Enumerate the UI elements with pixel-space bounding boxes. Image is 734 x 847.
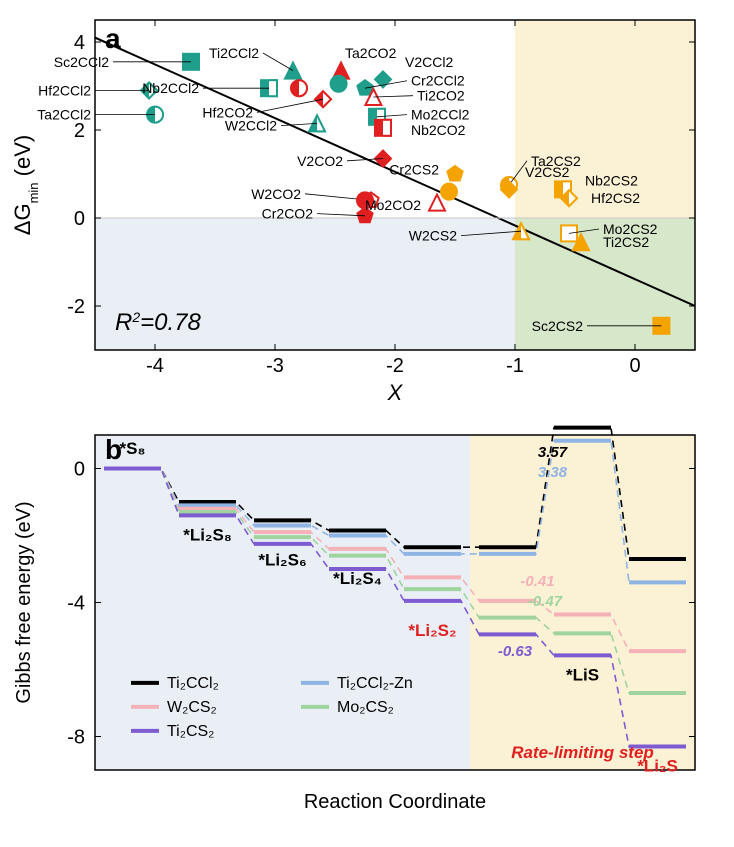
xtick: -1 [506, 355, 524, 377]
xtick: -2 [386, 355, 404, 377]
point-label: Cr2CCl2 [411, 73, 465, 89]
species-label: *S₈ [120, 439, 146, 458]
xtick: -4 [146, 355, 164, 377]
point-label: W2CCl2 [225, 118, 277, 134]
ytick: 0 [74, 208, 85, 230]
panel-b-ylabel: Gibbs free energy (eV) [13, 501, 35, 703]
panel-b-xlabel: Reaction Coordinate [304, 791, 486, 813]
point-label: Sc2CCl2 [54, 54, 109, 70]
point-label: V2CO2 [297, 153, 343, 169]
delta-annotation: 3.57 [538, 444, 568, 461]
xtick: 0 [629, 355, 640, 377]
point-label: Nb2CS2 [585, 173, 638, 189]
panel-a-letter: a [105, 23, 121, 54]
species-label: *LiS [566, 665, 599, 684]
delta-annotation: 3.38 [538, 464, 568, 481]
point-label: Ti2CS2 [603, 234, 649, 250]
point-label: W2CS2 [409, 228, 457, 244]
legend-label: Mo₂CS₂ [337, 699, 394, 716]
point-label: W2CO2 [251, 186, 301, 202]
point-label: Ta2CCl2 [37, 107, 91, 123]
species-label: *Li₂S₈ [183, 525, 232, 544]
point-label: Cr2CO2 [262, 206, 314, 222]
point-label: Sc2CS2 [532, 318, 584, 334]
point-label: Cr2CS2 [389, 162, 439, 178]
xtick: -3 [266, 355, 284, 377]
panel-a-ylabel: ΔGmin (eV) [10, 135, 41, 235]
legend-label: W₂CS₂ [167, 699, 217, 716]
legend-label: Ti₂CCl₂ [167, 675, 219, 692]
point-label: V2CS2 [525, 164, 570, 180]
figure-container: -4 -3 -2 -1 0 -2 0 2 4 X ΔGmin (eV) a R2=0.78 Sc2CCl2… [0, 0, 734, 847]
point-label: Hf2CS2 [591, 190, 640, 206]
panel-a-xlabel: X [387, 380, 404, 405]
point-label: Ti2CO2 [417, 88, 465, 104]
ytick: -2 [67, 296, 85, 318]
panel-b-ytick: -4 [67, 593, 85, 615]
ytick: 4 [74, 32, 85, 54]
point-label: Ti2CCl2 [209, 45, 259, 61]
panel-a-svg: -4 -3 -2 -1 0 -2 0 2 4 X ΔGmin (eV) a R2=0.78 Sc2CCl2… [0, 0, 734, 410]
point- [331, 76, 347, 92]
point- [441, 184, 457, 200]
point-label: Hf2CCl2 [38, 82, 91, 98]
point-label: V2CCl2 [405, 54, 453, 70]
point-label: Nb2CO2 [411, 122, 466, 138]
panel-b-svg: -8 -4 0 Reaction Coordinate Gibbs free energ… [0, 410, 734, 847]
ytick: 2 [74, 120, 85, 142]
species-label: *Li₂S₄ [333, 569, 382, 588]
point-label: Ta2CO2 [345, 45, 397, 61]
delta-annotation: -0.47 [528, 593, 563, 610]
rate-limiting-label: Rate-limiting step [511, 743, 654, 762]
panel-b-ytick: 0 [74, 459, 85, 481]
point-label: Mo2CO2 [365, 197, 421, 213]
panel-b-ytick: -8 [67, 727, 85, 749]
legend-label: Ti₂CS₂ [167, 723, 214, 740]
delta-annotation: -0.41 [520, 573, 554, 590]
delta-annotation: -0.63 [498, 643, 533, 660]
panel-a-r2: R2=0.78 [115, 309, 202, 336]
species-label: *Li₂S₆ [258, 551, 306, 570]
legend-label: Ti₂CCl₂-Zn [337, 675, 413, 692]
species-label: *Li₂S₂ [408, 621, 456, 640]
point-label: Nb2CCl2 [142, 80, 199, 96]
point-label: Mo2CCl2 [411, 107, 470, 123]
